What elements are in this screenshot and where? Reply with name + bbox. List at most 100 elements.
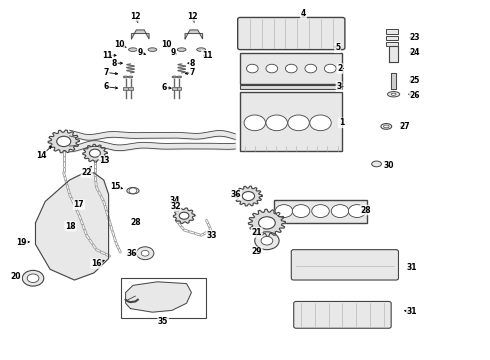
Polygon shape	[235, 186, 262, 206]
Text: 1: 1	[339, 118, 344, 127]
Text: 23: 23	[409, 33, 420, 42]
Circle shape	[292, 204, 310, 217]
Bar	[123, 87, 128, 90]
Text: 26: 26	[409, 91, 420, 100]
Text: 7: 7	[190, 68, 195, 77]
Text: 12: 12	[130, 12, 141, 21]
Text: 2: 2	[338, 64, 343, 73]
Polygon shape	[131, 30, 149, 39]
Text: 30: 30	[384, 161, 394, 170]
Text: 24: 24	[409, 48, 420, 57]
Text: 8: 8	[112, 59, 117, 68]
Text: 29: 29	[251, 247, 262, 256]
Text: 16: 16	[91, 259, 101, 268]
Bar	[240, 53, 343, 84]
Circle shape	[261, 237, 273, 245]
Text: 6: 6	[103, 82, 109, 91]
Circle shape	[275, 204, 293, 217]
Circle shape	[288, 115, 309, 131]
Ellipse shape	[381, 123, 392, 129]
Polygon shape	[185, 30, 202, 39]
Bar	[386, 42, 398, 46]
Text: 17: 17	[74, 200, 84, 209]
Text: 20: 20	[11, 272, 21, 281]
FancyBboxPatch shape	[238, 18, 345, 50]
Text: 6: 6	[162, 83, 167, 92]
Circle shape	[305, 64, 317, 73]
Circle shape	[242, 192, 254, 201]
Circle shape	[331, 204, 349, 217]
Text: 19: 19	[17, 238, 27, 247]
Polygon shape	[83, 144, 107, 162]
Circle shape	[259, 217, 275, 229]
Text: 22: 22	[81, 168, 92, 177]
Circle shape	[57, 136, 71, 147]
Text: 21: 21	[251, 228, 262, 237]
Text: 27: 27	[399, 122, 410, 131]
Polygon shape	[248, 209, 286, 237]
Ellipse shape	[128, 76, 133, 78]
Ellipse shape	[172, 76, 176, 78]
Polygon shape	[125, 282, 192, 312]
Circle shape	[129, 188, 137, 194]
Text: 31: 31	[407, 307, 417, 316]
Ellipse shape	[383, 125, 389, 128]
Circle shape	[266, 115, 288, 131]
Text: 5: 5	[335, 43, 340, 52]
Text: 10: 10	[161, 40, 171, 49]
Circle shape	[255, 232, 279, 249]
Ellipse shape	[197, 48, 205, 51]
Text: 10: 10	[114, 40, 124, 49]
Text: 32: 32	[170, 202, 181, 211]
Bar	[386, 36, 398, 40]
Circle shape	[324, 64, 336, 73]
Text: 25: 25	[409, 76, 420, 85]
Ellipse shape	[388, 91, 400, 97]
Circle shape	[27, 274, 39, 283]
Text: 28: 28	[130, 218, 141, 227]
Text: 18: 18	[65, 222, 76, 231]
Text: 11: 11	[202, 51, 212, 60]
Bar	[121, 278, 206, 318]
Circle shape	[136, 247, 154, 260]
Bar	[240, 85, 343, 89]
Text: 15: 15	[110, 182, 120, 191]
Text: 31: 31	[407, 263, 417, 272]
FancyBboxPatch shape	[294, 301, 391, 328]
Ellipse shape	[128, 48, 137, 51]
Text: 9: 9	[138, 48, 143, 57]
Bar	[240, 93, 343, 152]
Text: 35: 35	[158, 317, 169, 326]
Bar	[172, 87, 176, 90]
Circle shape	[141, 250, 149, 256]
Text: 7: 7	[103, 68, 109, 77]
Circle shape	[90, 149, 100, 157]
Bar	[386, 29, 398, 33]
Ellipse shape	[372, 161, 381, 167]
Text: 8: 8	[190, 59, 195, 68]
Circle shape	[312, 204, 329, 217]
Circle shape	[286, 64, 297, 73]
Text: 13: 13	[99, 156, 110, 165]
Ellipse shape	[177, 48, 186, 51]
Text: 9: 9	[171, 48, 176, 57]
Circle shape	[23, 270, 44, 286]
Ellipse shape	[177, 76, 181, 78]
Text: 36: 36	[230, 190, 241, 199]
Text: 28: 28	[361, 206, 371, 215]
Ellipse shape	[148, 48, 157, 51]
Text: 14: 14	[36, 151, 47, 160]
Text: 3: 3	[337, 82, 342, 91]
Text: 11: 11	[102, 51, 113, 60]
Polygon shape	[389, 46, 398, 62]
Text: 33: 33	[207, 230, 217, 239]
Circle shape	[246, 64, 258, 73]
Ellipse shape	[391, 93, 396, 95]
Circle shape	[310, 115, 331, 131]
Circle shape	[266, 64, 278, 73]
Polygon shape	[35, 173, 109, 280]
Bar	[274, 200, 367, 223]
Ellipse shape	[123, 76, 128, 78]
Bar	[128, 87, 133, 90]
Polygon shape	[48, 130, 79, 153]
